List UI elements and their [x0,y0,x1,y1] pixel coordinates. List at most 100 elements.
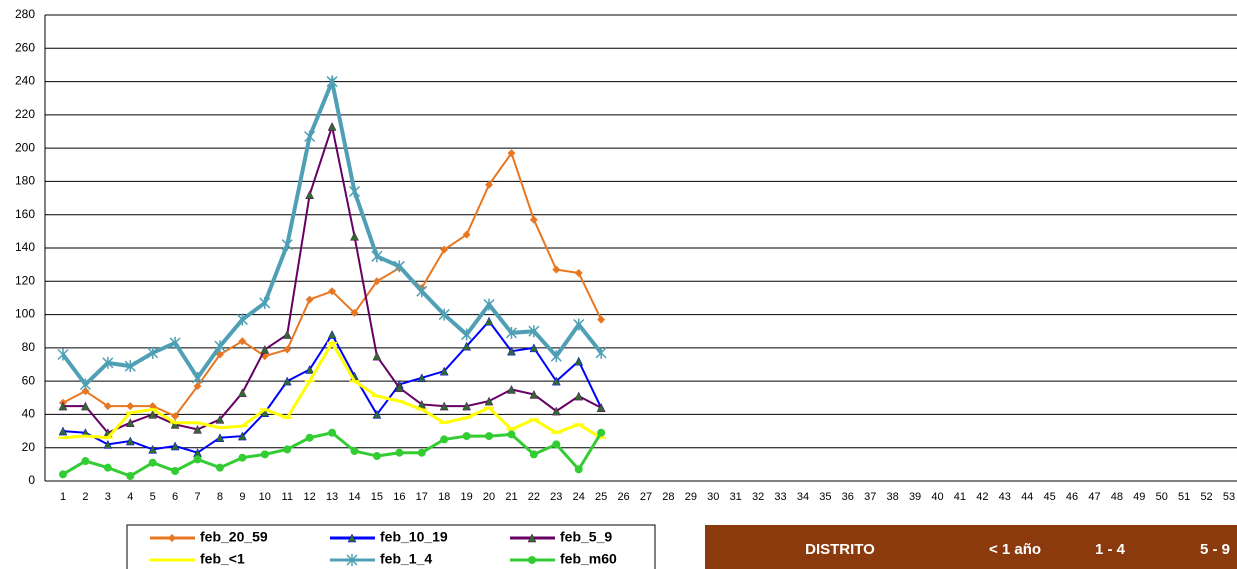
marker [350,308,359,317]
marker [550,350,562,363]
marker [529,389,539,399]
marker [595,346,607,359]
marker [170,441,180,451]
marker [214,340,226,353]
marker [348,185,361,198]
x-tick-label: 2 [82,491,88,503]
marker [462,230,471,239]
x-tick-label: 14 [348,491,360,503]
marker [417,373,427,383]
marker [103,463,112,472]
marker [505,326,517,339]
x-tick-label: 26 [617,491,629,503]
marker [215,433,225,442]
x-tick-label: 27 [640,491,652,503]
marker [193,382,202,391]
y-tick-label: 220 [15,107,35,121]
x-tick-label: 45 [1043,491,1055,503]
table-header-cell: < 1 año [989,541,1041,558]
x-tick-label: 20 [483,491,495,503]
marker [125,436,135,446]
x-tick-label: 30 [707,491,719,503]
table-header-cell: DISTRITO [805,541,875,558]
marker [529,450,538,459]
marker [484,396,494,406]
x-tick-label: 51 [1178,491,1190,503]
marker [416,285,428,298]
x-tick-label: 34 [797,491,809,503]
legend-label: feb_1_4 [380,551,432,567]
marker [238,453,247,462]
x-tick-label: 41 [954,491,966,503]
marker [484,316,494,326]
marker [103,402,112,411]
x-tick-label: 17 [416,491,428,503]
table-header-cell: 5 - 9 [1200,541,1230,558]
marker [283,445,292,454]
marker [59,470,67,479]
legend-label: feb_20_59 [200,529,268,545]
marker [440,245,449,254]
marker [417,448,426,457]
y-tick-label: 20 [22,440,36,454]
marker [79,378,91,391]
x-tick-label: 33 [774,491,786,503]
marker [461,328,473,341]
marker [328,428,337,437]
marker [507,384,516,394]
x-tick-label: 36 [842,491,854,503]
marker [347,533,357,543]
marker [372,452,381,461]
marker [327,121,337,131]
y-tick-label: 160 [15,207,35,221]
marker [371,250,383,263]
series-line [62,150,603,418]
y-tick-label: 0 [28,473,35,487]
marker [305,433,314,442]
marker [215,350,224,359]
marker [527,533,537,543]
y-tick-label: 200 [15,140,35,154]
marker [327,329,337,339]
marker [148,409,158,419]
marker [596,403,606,413]
marker [439,401,449,411]
x-tick-label: 8 [217,491,223,503]
x-tick-label: 31 [730,491,742,503]
x-tick-label: 22 [528,491,540,503]
y-tick-label: 120 [15,273,35,287]
x-tick-label: 19 [460,491,472,503]
marker [597,315,606,324]
legend-label: feb_m60 [560,551,617,567]
marker [551,406,561,416]
marker [393,260,405,273]
marker [237,388,247,398]
marker [439,366,449,376]
marker [328,287,337,296]
marker [81,387,90,396]
x-tick-label: 52 [1200,491,1212,503]
marker [305,364,315,374]
x-tick-label: 53 [1223,491,1235,503]
x-tick-label: 21 [505,491,517,503]
marker [574,356,584,366]
table-header-cell: 1 - 4 [1095,541,1126,558]
marker [148,402,157,411]
marker [103,439,113,449]
marker [169,336,181,349]
x-tick-label: 4 [127,491,133,503]
marker [283,345,292,354]
x-tick-label: 11 [282,491,293,503]
x-tick-label: 28 [662,491,674,503]
marker [237,431,247,441]
x-tick-label: 10 [259,491,271,503]
marker [193,424,202,434]
marker [574,268,583,277]
y-tick-label: 240 [15,74,35,88]
marker [147,346,159,359]
marker [395,448,404,457]
x-tick-label: 44 [1021,491,1033,503]
marker [462,401,472,411]
marker [192,371,204,384]
